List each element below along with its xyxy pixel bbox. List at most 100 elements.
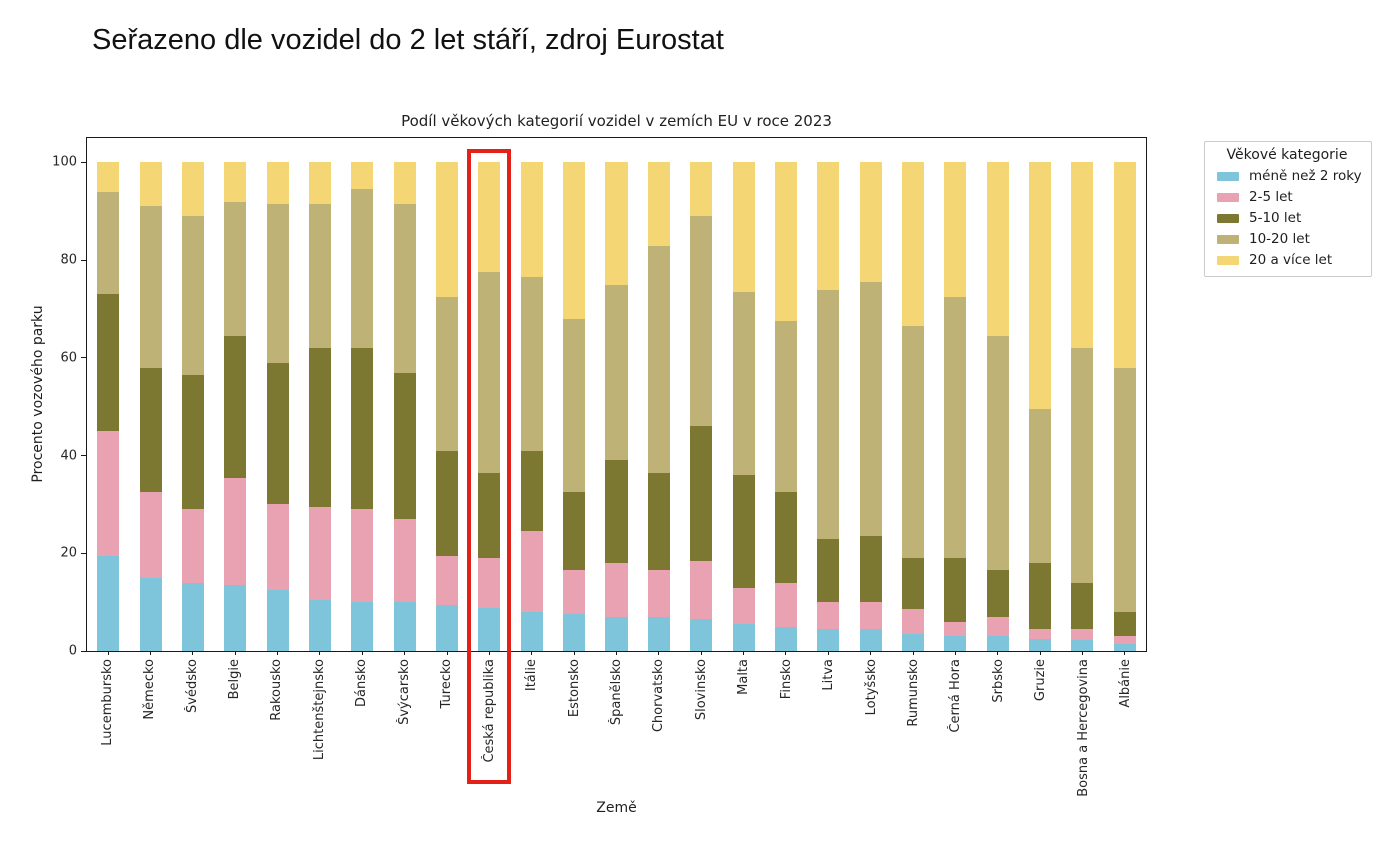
stacked-bar-Slovinsko bbox=[690, 138, 713, 651]
bar-segment bbox=[774, 626, 797, 651]
bar-segment bbox=[351, 509, 374, 603]
x-tick-label: Lotyšsko bbox=[863, 659, 879, 716]
bar-segment bbox=[732, 162, 755, 292]
stacked-bar-Lichtenštejnsko bbox=[308, 138, 331, 651]
bar-segment bbox=[605, 616, 628, 651]
stacked-bar-Rumunsko bbox=[902, 138, 925, 651]
bar-segment bbox=[986, 162, 1009, 336]
x-tick-mark bbox=[234, 651, 236, 655]
bar-slot bbox=[722, 138, 764, 651]
bar-segment bbox=[1071, 582, 1094, 630]
x-tick-mark bbox=[1081, 651, 1083, 655]
x-tick-mark bbox=[446, 651, 448, 655]
bar-segment bbox=[1029, 563, 1052, 630]
bar-segment bbox=[436, 555, 459, 605]
bar-segment bbox=[139, 492, 162, 578]
stacked-bar-Rakousko bbox=[266, 138, 289, 651]
bar-segment bbox=[690, 560, 713, 620]
x-tick-label: Španělsko bbox=[608, 659, 624, 726]
stacked-bar-Albánie bbox=[1113, 138, 1136, 651]
bar-segment bbox=[478, 162, 501, 273]
bar-segment bbox=[732, 291, 755, 476]
x-tick-label: Estonsko bbox=[566, 659, 582, 718]
x-tick-mark bbox=[573, 651, 575, 655]
bar-segment bbox=[902, 609, 925, 634]
bar-segment bbox=[605, 563, 628, 617]
x-tick-mark bbox=[870, 651, 872, 655]
x-tick-label: Švýcarsko bbox=[396, 659, 412, 725]
bar-segment bbox=[224, 477, 247, 586]
bar-segment bbox=[986, 636, 1009, 651]
stacked-bar-Chorvatsko bbox=[647, 138, 670, 651]
stacked-bar-Litva bbox=[817, 138, 840, 651]
legend-swatch-icon bbox=[1217, 192, 1239, 202]
bar-segment bbox=[817, 538, 840, 603]
legend-row: 10-20 let bbox=[1213, 231, 1361, 247]
bar-segment bbox=[181, 582, 204, 651]
bar-segment bbox=[986, 335, 1009, 571]
x-tick-mark bbox=[150, 651, 152, 655]
bar-segment bbox=[266, 589, 289, 651]
bar-segment bbox=[181, 509, 204, 583]
x-tick-label: Turecko bbox=[439, 659, 455, 709]
y-tick-label: 80 bbox=[60, 252, 77, 268]
bar-slot bbox=[849, 138, 891, 651]
bar-segment bbox=[351, 162, 374, 190]
y-tick-mark bbox=[81, 455, 86, 457]
bar-segment bbox=[1029, 638, 1052, 651]
bar-segment bbox=[986, 570, 1009, 617]
bar-segment bbox=[520, 277, 543, 451]
bar-segment bbox=[859, 602, 882, 630]
x-tick-label: Dánsko bbox=[354, 659, 370, 708]
bar-slot bbox=[1061, 138, 1103, 651]
bar-segment bbox=[1113, 162, 1136, 368]
stacked-bar-Gruzie bbox=[1029, 138, 1052, 651]
x-tick-label-cell: Turecko bbox=[426, 659, 468, 797]
x-tick-label-cell: Albánie bbox=[1105, 659, 1147, 797]
legend-label: 2-5 let bbox=[1249, 189, 1293, 205]
stacked-bar-Dánsko bbox=[351, 138, 374, 651]
x-tick-label: Německo bbox=[142, 659, 158, 720]
x-tick-mark bbox=[488, 651, 490, 655]
x-tick-label-cell: Švýcarsko bbox=[383, 659, 425, 797]
x-tick-label: Lichtenštejnsko bbox=[311, 659, 327, 761]
bar-segment bbox=[774, 492, 797, 583]
x-tick-label-cell: Chorvatsko bbox=[638, 659, 680, 797]
x-axis-label: Země bbox=[596, 800, 637, 816]
page-title: Seřazeno dle vozidel do 2 let stáří, zdr… bbox=[92, 24, 724, 56]
x-tick-mark bbox=[531, 651, 533, 655]
bar-segment bbox=[393, 602, 416, 651]
bar-segment bbox=[308, 506, 331, 600]
x-tick-label: Finsko bbox=[778, 659, 794, 700]
bar-segment bbox=[563, 570, 586, 615]
x-tick-label-cell: Belgie bbox=[213, 659, 255, 797]
x-tick-mark bbox=[319, 651, 321, 655]
bar-segment bbox=[944, 621, 967, 637]
x-tick-label-cell: Bosna a Hercegovina bbox=[1062, 659, 1104, 797]
legend-label: 5-10 let bbox=[1249, 210, 1302, 226]
stacked-bar-Estonsko bbox=[563, 138, 586, 651]
x-tick-mark bbox=[785, 651, 787, 655]
bar-segment bbox=[181, 374, 204, 510]
stacked-bar-Česká republika bbox=[478, 138, 501, 651]
bar-segment bbox=[224, 201, 247, 336]
stacked-bar-Srbsko bbox=[986, 138, 1009, 651]
y-tick-mark bbox=[81, 259, 86, 261]
x-tick-label: Itálie bbox=[524, 659, 540, 692]
bar-segment bbox=[690, 216, 713, 427]
bar-slot bbox=[892, 138, 934, 651]
x-tick-label-cell: Litva bbox=[807, 659, 849, 797]
bar-segment bbox=[1071, 162, 1094, 349]
bar-slot bbox=[977, 138, 1019, 651]
stacked-bar-Švýcarsko bbox=[393, 138, 416, 651]
x-tick-mark bbox=[743, 651, 745, 655]
legend-swatch-icon bbox=[1217, 213, 1239, 223]
bar-slot bbox=[384, 138, 426, 651]
bar-segment bbox=[732, 475, 755, 588]
bar-slot bbox=[426, 138, 468, 651]
x-tick-label-cell: Srbsko bbox=[977, 659, 1019, 797]
stacked-bar-Turecko bbox=[436, 138, 459, 651]
bar-segment bbox=[436, 604, 459, 651]
bar-segment bbox=[139, 577, 162, 651]
bar-slot bbox=[87, 138, 129, 651]
